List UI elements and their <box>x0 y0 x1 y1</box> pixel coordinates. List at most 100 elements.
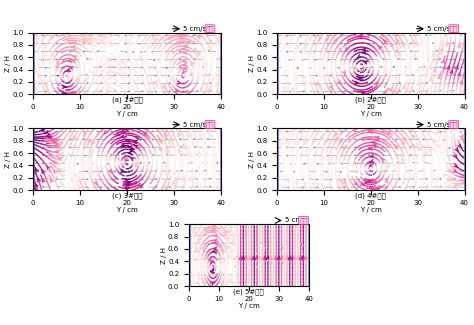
FancyArrowPatch shape <box>281 142 283 146</box>
FancyArrowPatch shape <box>396 39 399 43</box>
FancyArrowPatch shape <box>293 51 296 55</box>
FancyArrowPatch shape <box>448 169 452 173</box>
FancyArrowPatch shape <box>175 41 179 44</box>
FancyArrowPatch shape <box>312 140 315 144</box>
FancyArrowPatch shape <box>266 256 269 259</box>
FancyArrowPatch shape <box>436 145 440 148</box>
FancyArrowPatch shape <box>286 256 288 259</box>
FancyArrowPatch shape <box>245 256 247 259</box>
FancyArrowPatch shape <box>183 51 187 54</box>
FancyArrowPatch shape <box>383 40 387 43</box>
FancyArrowPatch shape <box>73 92 76 95</box>
FancyArrowPatch shape <box>107 86 111 89</box>
FancyArrowPatch shape <box>37 178 40 182</box>
FancyArrowPatch shape <box>104 130 108 134</box>
FancyArrowPatch shape <box>410 86 412 90</box>
FancyArrowPatch shape <box>438 187 440 191</box>
FancyArrowPatch shape <box>182 70 186 73</box>
FancyArrowPatch shape <box>305 44 308 48</box>
FancyArrowPatch shape <box>453 169 457 172</box>
FancyArrowPatch shape <box>198 187 201 191</box>
FancyArrowPatch shape <box>439 150 443 153</box>
FancyArrowPatch shape <box>195 233 198 237</box>
FancyArrowPatch shape <box>394 145 398 148</box>
FancyArrowPatch shape <box>62 91 65 94</box>
FancyArrowPatch shape <box>33 82 36 86</box>
FancyArrowPatch shape <box>345 47 348 51</box>
FancyArrowPatch shape <box>412 39 415 43</box>
FancyArrowPatch shape <box>182 33 185 35</box>
FancyArrowPatch shape <box>365 180 368 183</box>
FancyArrowPatch shape <box>312 32 315 35</box>
FancyArrowPatch shape <box>61 174 65 177</box>
FancyArrowPatch shape <box>144 132 147 135</box>
FancyArrowPatch shape <box>417 82 419 85</box>
FancyArrowPatch shape <box>299 256 302 259</box>
FancyArrowPatch shape <box>326 38 328 42</box>
FancyArrowPatch shape <box>412 144 415 147</box>
Title: (a) 1#断面: (a) 1#断面 <box>111 97 142 103</box>
FancyArrowPatch shape <box>182 159 184 163</box>
FancyArrowPatch shape <box>83 39 86 42</box>
FancyArrowPatch shape <box>446 42 448 46</box>
FancyArrowPatch shape <box>35 183 38 187</box>
FancyArrowPatch shape <box>433 52 436 56</box>
FancyArrowPatch shape <box>218 188 220 192</box>
FancyArrowPatch shape <box>214 234 217 237</box>
Y-axis label: Z / H: Z / H <box>5 55 11 72</box>
Text: 5 cm/s: 5 cm/s <box>427 122 450 128</box>
FancyArrowPatch shape <box>276 85 278 89</box>
FancyArrowPatch shape <box>396 90 399 94</box>
Y-axis label: Z / H: Z / H <box>5 151 11 168</box>
FancyArrowPatch shape <box>455 148 458 152</box>
FancyArrowPatch shape <box>310 61 312 65</box>
FancyArrowPatch shape <box>209 46 212 50</box>
FancyArrowPatch shape <box>190 177 192 181</box>
FancyArrowPatch shape <box>170 145 173 149</box>
FancyArrowPatch shape <box>55 150 59 153</box>
FancyArrowPatch shape <box>417 42 419 46</box>
FancyArrowPatch shape <box>225 230 228 234</box>
FancyArrowPatch shape <box>119 38 122 42</box>
FancyArrowPatch shape <box>219 36 222 40</box>
FancyArrowPatch shape <box>165 134 168 137</box>
FancyArrowPatch shape <box>126 188 129 190</box>
FancyArrowPatch shape <box>212 226 216 228</box>
FancyArrowPatch shape <box>375 136 379 139</box>
FancyArrowPatch shape <box>357 55 361 58</box>
FancyArrowPatch shape <box>307 270 310 274</box>
FancyArrowPatch shape <box>302 129 305 133</box>
FancyArrowPatch shape <box>438 160 441 164</box>
FancyArrowPatch shape <box>441 47 443 51</box>
FancyArrowPatch shape <box>120 60 124 63</box>
FancyArrowPatch shape <box>457 72 460 76</box>
FancyArrowPatch shape <box>372 141 375 144</box>
FancyArrowPatch shape <box>294 141 297 145</box>
FancyArrowPatch shape <box>458 44 460 47</box>
FancyArrowPatch shape <box>434 68 436 72</box>
FancyArrowPatch shape <box>429 66 432 70</box>
FancyArrowPatch shape <box>425 187 428 191</box>
FancyArrowPatch shape <box>276 150 279 154</box>
FancyArrowPatch shape <box>373 144 376 147</box>
FancyArrowPatch shape <box>191 228 193 232</box>
FancyArrowPatch shape <box>312 182 315 186</box>
FancyArrowPatch shape <box>429 148 432 151</box>
FancyArrowPatch shape <box>72 60 76 62</box>
FancyArrowPatch shape <box>422 169 425 173</box>
Text: 流线: 流线 <box>449 121 458 128</box>
FancyArrowPatch shape <box>44 56 47 59</box>
FancyArrowPatch shape <box>228 279 231 283</box>
FancyArrowPatch shape <box>408 66 410 70</box>
FancyArrowPatch shape <box>228 229 231 233</box>
FancyArrowPatch shape <box>235 229 237 233</box>
FancyArrowPatch shape <box>208 87 211 91</box>
FancyArrowPatch shape <box>135 136 138 139</box>
FancyArrowPatch shape <box>283 256 286 259</box>
FancyArrowPatch shape <box>294 256 297 259</box>
FancyArrowPatch shape <box>276 177 279 180</box>
FancyArrowPatch shape <box>387 164 390 168</box>
FancyArrowPatch shape <box>389 88 392 92</box>
FancyArrowPatch shape <box>171 138 173 142</box>
FancyArrowPatch shape <box>381 158 385 162</box>
